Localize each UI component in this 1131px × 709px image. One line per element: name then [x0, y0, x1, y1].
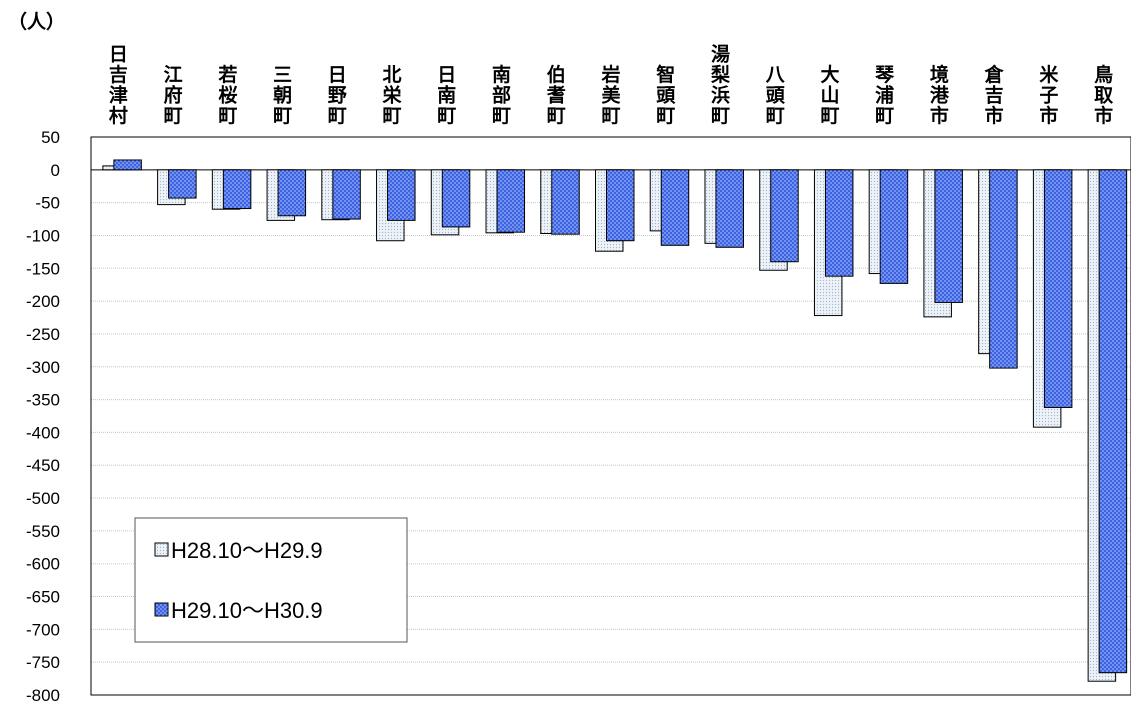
bar-series-2-9 — [606, 169, 635, 242]
bar-series-2-6 — [441, 169, 471, 228]
legend-label-series-2: H29.10～H30.9 — [171, 598, 323, 623]
legend-box — [134, 517, 408, 643]
category-label: 南部町 — [492, 64, 511, 127]
category-label: 北栄町 — [382, 64, 403, 127]
y-tick-label: 50 — [41, 128, 60, 147]
bar-series-2-3 — [277, 169, 307, 217]
plot-area-border — [90, 136, 1131, 696]
bar-series-2-17 — [1043, 169, 1073, 408]
y-tick-label: -700 — [26, 620, 60, 639]
bar-series-2-2 — [222, 169, 252, 210]
y-axis-ticks: 50 0 -50 -100 -150 -200 -250 -300 -350 -400 -450 -5… — [26, 128, 60, 705]
category-label: 日野町 — [328, 64, 347, 127]
bar-series-2-8 — [551, 169, 580, 235]
category-label: 日南町 — [437, 64, 456, 127]
y-tick-label: -400 — [26, 423, 60, 442]
category-label: 大山町 — [820, 63, 839, 127]
y-tick-label: -300 — [26, 358, 60, 377]
y-tick-label: -600 — [26, 555, 60, 574]
y-tick-label: -250 — [26, 325, 60, 344]
bar-series-2-18 — [1098, 169, 1128, 674]
bar-series-2-16 — [989, 169, 1018, 369]
category-label: 八頭町 — [766, 64, 786, 127]
category-label: 江府町 — [164, 64, 183, 127]
y-tick-label: -350 — [26, 391, 60, 410]
category-label: 琴浦町 — [874, 64, 895, 127]
bar-series-2-12 — [770, 169, 799, 263]
bar-series-2-10 — [660, 169, 690, 246]
bar-series-2-14 — [879, 169, 909, 284]
bar-series-2-7 — [496, 169, 526, 233]
legend-label-series-1: H28.10～H29.9 — [171, 538, 323, 563]
bar-series — [102, 159, 1128, 682]
y-tick-label: -150 — [26, 259, 60, 278]
y-tick-label: -50 — [35, 194, 60, 213]
category-label: 倉吉市 — [984, 63, 1005, 127]
category-label: 若桜町 — [218, 63, 237, 127]
category-label: 鳥取市 — [1094, 63, 1113, 127]
bar-series-2-1 — [168, 169, 197, 199]
bar-series-2-15 — [934, 169, 963, 303]
legend-swatch-series-1 — [154, 542, 169, 557]
category-label: 境港市 — [930, 63, 950, 127]
category-label: 日吉津村 — [109, 44, 128, 128]
y-tick-label: -750 — [26, 653, 60, 672]
y-tick-label: -500 — [26, 489, 60, 508]
bar-series-2-11 — [715, 169, 744, 248]
bar-series-2-0 — [113, 159, 142, 171]
y-tick-label: -200 — [26, 292, 60, 311]
category-label: 米子市 — [1039, 63, 1059, 127]
category-label: 岩美町 — [600, 63, 621, 127]
category-label: 湯梨浜町 — [710, 44, 731, 128]
y-tick-label: -450 — [26, 456, 60, 475]
category-label: 伯耆町 — [546, 63, 566, 127]
y-tick-label: -100 — [26, 226, 60, 245]
legend-swatch-series-2 — [154, 602, 169, 617]
category-label: 三朝町 — [273, 64, 292, 127]
bar-series-2-4 — [332, 169, 361, 220]
y-tick-label: -650 — [26, 588, 60, 607]
bar-series-2-5 — [387, 169, 416, 221]
category-labels: 日吉津村 江府町 若桜町 三朝町 日野町 北栄町 日南町 南部町 伯耆町 岩美町 智頭町 湯梨浜町 八頭… — [109, 44, 1113, 128]
y-unit-label: （人） — [8, 10, 65, 33]
y-tick-label: -800 — [26, 686, 60, 705]
bar-series-2-13 — [824, 169, 854, 277]
category-label: 智頭町 — [656, 63, 676, 127]
y-tick-label: -550 — [26, 522, 60, 541]
y-tick-label: 0 — [51, 161, 60, 180]
legend: H28.10～H29.9 H29.10～H30.9 — [134, 517, 408, 643]
